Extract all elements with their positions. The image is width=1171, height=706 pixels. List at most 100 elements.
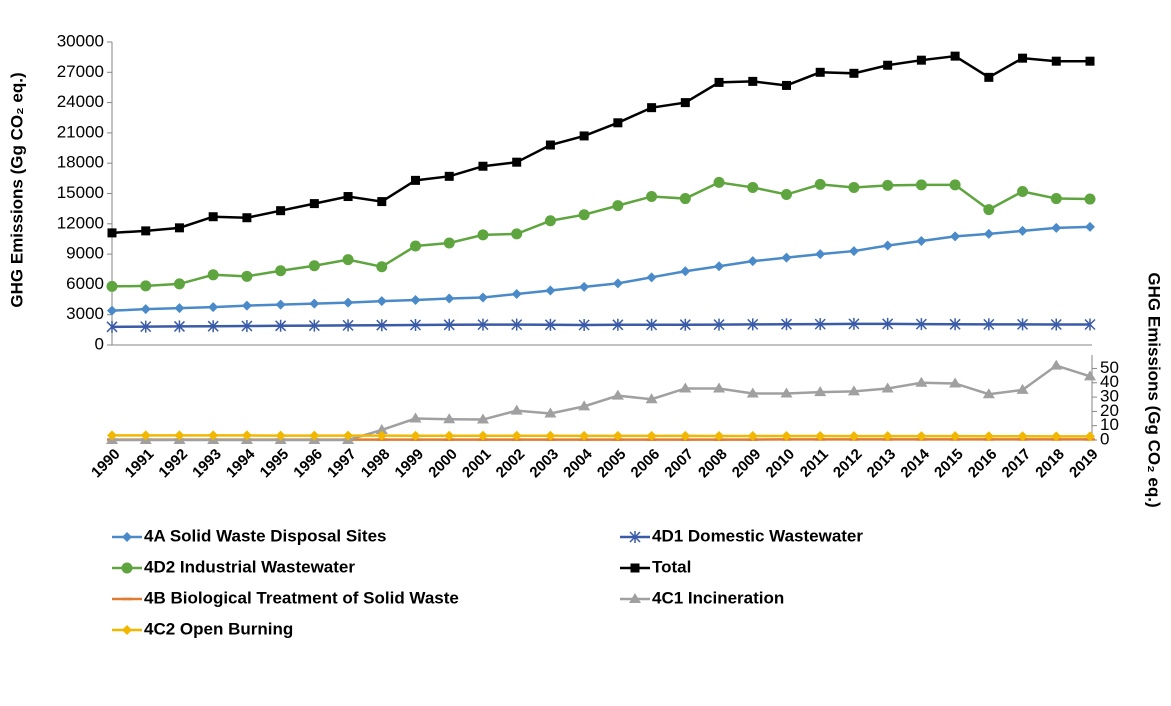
marker — [477, 430, 488, 441]
marker — [915, 179, 927, 191]
marker — [814, 386, 827, 397]
marker — [579, 281, 590, 292]
marker — [982, 388, 995, 399]
marker — [882, 240, 893, 251]
marker — [815, 249, 826, 260]
x-tick-label: 2012 — [830, 446, 866, 482]
x-tick-label: 1997 — [324, 446, 360, 482]
marker — [242, 213, 252, 223]
marker — [545, 285, 556, 296]
marker — [377, 197, 387, 207]
marker — [578, 209, 590, 221]
marker — [647, 103, 657, 113]
marker — [983, 228, 994, 239]
marker — [241, 320, 253, 333]
marker — [443, 413, 456, 424]
marker — [748, 76, 758, 86]
marker — [1050, 359, 1063, 370]
x-tick-label: 1994 — [223, 445, 259, 481]
marker — [444, 293, 455, 304]
marker — [883, 60, 893, 70]
marker — [173, 278, 185, 290]
legend-label: 4C2 Open Burning — [144, 619, 293, 638]
marker — [1017, 318, 1029, 331]
marker — [780, 189, 792, 201]
x-tick-label: 1995 — [257, 446, 293, 482]
marker — [747, 256, 758, 267]
x-tick-label: 2002 — [493, 446, 529, 482]
marker — [679, 382, 692, 393]
marker — [882, 179, 894, 191]
y2-tick-label: 50 — [1100, 358, 1119, 377]
marker — [410, 295, 421, 306]
y-tick-label: 3000 — [66, 304, 104, 323]
marker — [781, 430, 792, 441]
marker — [173, 320, 185, 333]
marker — [612, 278, 623, 289]
marker — [342, 254, 354, 266]
series-line — [111, 225, 1091, 312]
marker — [107, 228, 117, 238]
marker — [207, 269, 219, 281]
legend-label: 4B Biological Treatment of Solid Waste — [144, 588, 459, 607]
marker — [713, 382, 726, 393]
marker — [411, 175, 421, 185]
marker — [781, 252, 792, 263]
marker — [679, 318, 691, 331]
y-tick-label: 6000 — [66, 274, 104, 293]
marker — [1085, 56, 1095, 66]
marker — [544, 215, 556, 227]
x-tick-label: 2004 — [560, 445, 596, 481]
marker — [545, 140, 555, 150]
marker — [410, 430, 421, 441]
marker — [478, 161, 488, 171]
marker — [409, 412, 422, 423]
marker — [611, 389, 624, 400]
marker — [444, 171, 454, 181]
marker — [241, 270, 253, 282]
marker — [848, 431, 859, 442]
legend-label: 4D2 Industrial Wastewater — [144, 557, 355, 576]
x-tick-label: 2015 — [931, 446, 967, 482]
marker — [140, 430, 151, 441]
marker — [1051, 431, 1062, 442]
marker — [511, 430, 522, 441]
marker — [1051, 56, 1061, 66]
marker — [1017, 225, 1028, 236]
marker — [276, 206, 286, 216]
marker — [983, 318, 995, 331]
marker — [645, 393, 658, 404]
marker — [309, 199, 319, 209]
marker — [815, 67, 825, 77]
legend-label: Total — [652, 557, 691, 576]
marker — [847, 385, 860, 396]
marker — [881, 382, 894, 393]
marker — [107, 305, 117, 316]
marker — [579, 430, 590, 441]
marker — [630, 563, 640, 573]
marker — [983, 431, 994, 442]
marker — [375, 423, 388, 434]
x-tick-label: 2017 — [999, 446, 1035, 482]
x-tick-label: 1996 — [290, 446, 326, 482]
marker — [121, 562, 133, 574]
marker — [983, 204, 995, 216]
marker — [545, 430, 556, 441]
marker — [511, 318, 523, 331]
marker — [140, 320, 152, 333]
marker — [443, 318, 455, 331]
x-tick-label: 2003 — [526, 446, 562, 482]
marker — [950, 231, 961, 242]
series-line — [111, 54, 1090, 235]
series-line — [112, 434, 1090, 438]
marker — [629, 593, 641, 603]
x-tick-label: 2000 — [425, 446, 461, 482]
marker — [713, 318, 725, 331]
y2-axis-label: GHG Emissions (Gg CO₂ eq.) — [1145, 272, 1164, 507]
marker — [275, 430, 286, 441]
marker — [343, 192, 353, 202]
legend-label: 4C1 Incineration — [652, 588, 784, 607]
marker — [680, 430, 691, 441]
marker — [780, 387, 793, 398]
y-tick-label: 27000 — [57, 62, 104, 81]
